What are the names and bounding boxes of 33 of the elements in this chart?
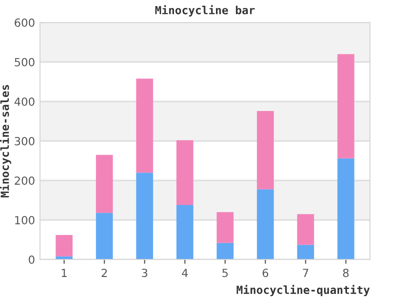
y-tick-label: 100 — [15, 216, 34, 224]
bar — [136, 172, 154, 260]
x-tick-label: 5 — [222, 268, 228, 278]
bar — [96, 212, 113, 260]
bar — [216, 212, 234, 243]
bar — [256, 110, 274, 190]
x-axis-title: Minocycline-quantity — [236, 284, 370, 296]
bar — [337, 54, 354, 158]
y-tick-label: 200 — [14, 176, 34, 185]
bar — [297, 244, 314, 260]
bar — [337, 158, 354, 260]
bar — [96, 154, 113, 213]
y-tick-label: 600 — [14, 18, 34, 27]
chart-title: Minocycline bar — [155, 5, 255, 16]
bar — [256, 189, 274, 260]
x-tick-label: 7 — [302, 268, 308, 277]
y-tick-label: 500 — [14, 58, 34, 66]
y-axis-title: Minocycline-sales — [0, 85, 12, 198]
bar — [297, 214, 314, 245]
y-tick-label: 0 — [28, 255, 34, 264]
x-tick-label: 1 — [62, 268, 67, 277]
y-tick-label: 400 — [14, 97, 34, 106]
bar — [176, 204, 194, 260]
x-tick-label: 4 — [182, 268, 188, 277]
bar — [136, 78, 154, 173]
bar — [56, 235, 73, 256]
y-tick-label: 300 — [14, 136, 34, 146]
x-tick-label: 8 — [343, 268, 349, 278]
x-tick-label: 6 — [262, 268, 268, 278]
bar — [176, 140, 194, 205]
bar — [216, 242, 234, 260]
x-tick-label: 3 — [142, 268, 148, 278]
x-tick-label: 2 — [102, 268, 107, 277]
